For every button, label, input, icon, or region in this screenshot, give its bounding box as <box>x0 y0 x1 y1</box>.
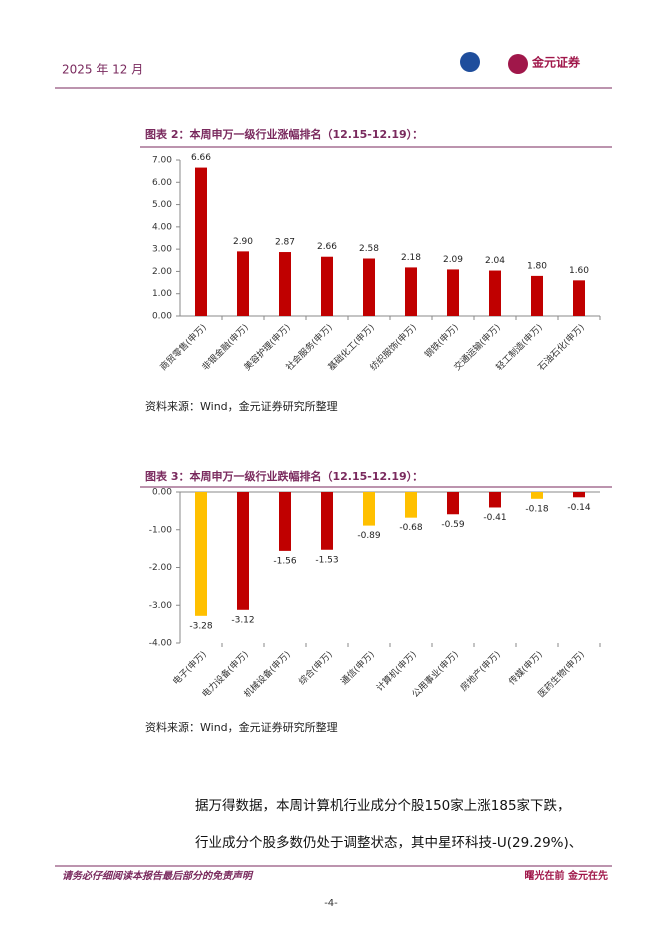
value-label: -3.12 <box>231 615 254 625</box>
value-label: 1.60 <box>569 266 589 276</box>
y-tick-label: 3.00 <box>152 245 172 255</box>
x-tick-label: 房地产(申万) <box>458 648 503 693</box>
y-tick-label: 1.00 <box>152 289 172 299</box>
logo-icon <box>460 52 480 72</box>
logo-icon <box>508 54 528 74</box>
y-tick-label: 7.00 <box>152 156 172 166</box>
bar <box>363 258 375 316</box>
bar <box>321 492 333 550</box>
logo-text: 金元证券 <box>531 55 581 70</box>
bar <box>237 492 249 610</box>
bar <box>195 492 207 616</box>
bar <box>447 492 459 515</box>
bar <box>489 270 501 316</box>
y-tick-label: 0.00 <box>152 312 172 322</box>
value-label: 2.90 <box>233 237 253 247</box>
x-tick-label: 计算机(申万) <box>374 648 419 693</box>
report-date: 2025 年 12 月 <box>62 63 143 77</box>
y-tick-label: 5.00 <box>152 200 172 210</box>
value-label: 2.87 <box>275 238 295 248</box>
bar <box>279 252 291 316</box>
figure-title: 图表 3：本周申万一级行业跌幅排名（12.15-12.19）： <box>145 469 423 483</box>
body-text: 据万得数据，本周计算机行业成分个股150家上涨185家下跌， <box>195 797 571 814</box>
figure-source: 资料来源：Wind，金元证券研究所整理 <box>145 399 338 413</box>
value-label: 2.66 <box>317 242 337 252</box>
y-tick-label: 4.00 <box>152 222 172 232</box>
x-tick-label: 传媒(申万) <box>506 648 545 687</box>
bar <box>531 492 543 499</box>
bar <box>573 280 585 316</box>
value-label: -0.68 <box>399 523 423 533</box>
y-tick-label: 2.00 <box>152 267 172 277</box>
figure-title: 图表 2：本周申万一级行业涨幅排名（12.15-12.19）： <box>145 127 423 141</box>
value-label: -0.18 <box>525 504 549 514</box>
value-label: 2.18 <box>401 253 421 263</box>
y-tick-label: 6.00 <box>152 178 172 188</box>
bar <box>573 492 585 498</box>
y-tick-label: -2.00 <box>149 563 173 573</box>
value-label: 2.04 <box>485 256 505 266</box>
value-label: -3.28 <box>189 621 213 631</box>
disclaimer: 请务必仔细阅读本报告最后部分的免责声明 <box>62 870 254 882</box>
body-text: 行业成分个股多数仍处于调整状态，其中星环科技-U(29.29%)、 <box>195 834 582 851</box>
value-label: 2.58 <box>359 244 379 254</box>
bar <box>237 251 249 316</box>
x-tick-label: 通信(申万) <box>338 648 377 687</box>
value-label: 6.66 <box>191 153 211 163</box>
value-label: -1.53 <box>315 555 338 565</box>
value-label: -0.14 <box>567 503 591 513</box>
value-label: -0.41 <box>483 513 506 523</box>
y-tick-label: 0.00 <box>152 488 172 498</box>
bar <box>279 492 291 551</box>
value-label: -1.56 <box>273 556 297 566</box>
y-tick-label: -3.00 <box>149 601 173 611</box>
x-tick-label: 电子(申万) <box>170 648 209 687</box>
bar <box>321 256 333 316</box>
bar <box>447 269 459 316</box>
value-label: 1.80 <box>527 261 547 271</box>
bar <box>531 275 543 316</box>
y-tick-label: -4.00 <box>149 639 173 649</box>
value-label: -0.59 <box>441 520 465 530</box>
page-number: -4- <box>324 898 338 909</box>
bar <box>489 492 501 508</box>
bar <box>405 267 417 316</box>
figure-source: 资料来源：Wind，金元证券研究所整理 <box>145 720 338 734</box>
y-tick-label: -1.00 <box>149 525 173 535</box>
value-label: 2.09 <box>443 255 463 265</box>
bar <box>363 492 375 526</box>
x-tick-label: 钢铁(申万) <box>422 321 461 360</box>
slogan: 曙光在前 金元在先 <box>525 869 608 882</box>
value-label: -0.89 <box>357 531 381 541</box>
bar <box>405 492 417 518</box>
bar <box>195 167 207 316</box>
x-tick-label: 综合(申万) <box>296 648 335 687</box>
